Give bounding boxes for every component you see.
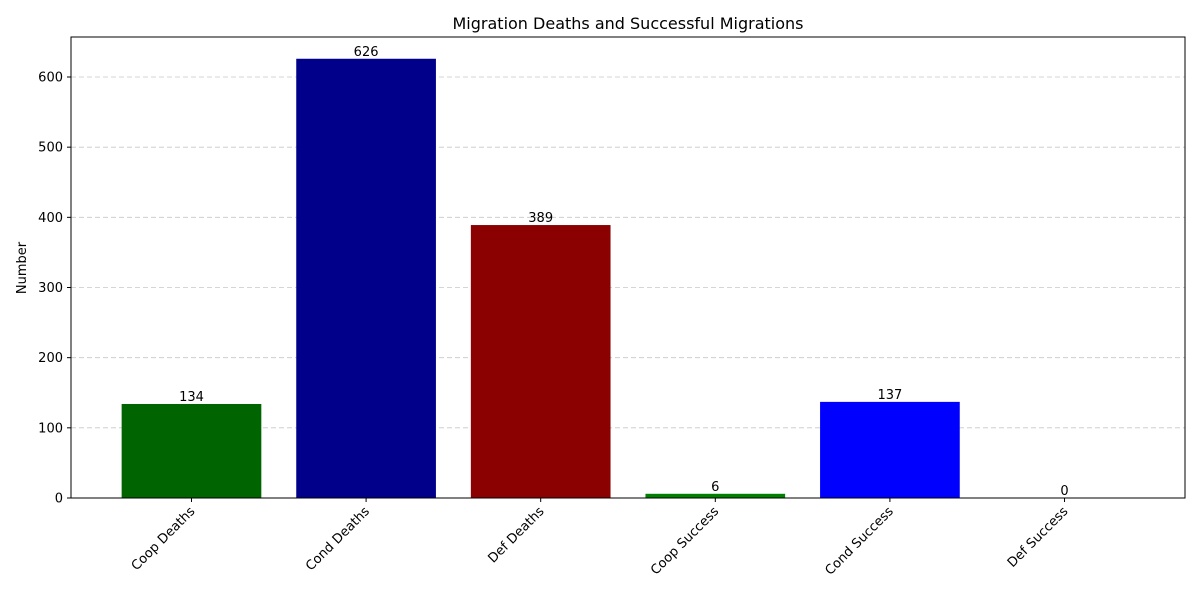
y-axis-label: Number [15, 241, 30, 294]
bar-value-label: 6 [711, 480, 719, 495]
y-tick-label: 300 [38, 281, 63, 296]
bar-value-label: 0 [1060, 484, 1068, 499]
data-labels: 134 626 389 6 137 0 [179, 45, 1069, 499]
x-tick-label: Def Deaths [485, 504, 547, 566]
bar-value-label: 134 [179, 390, 204, 405]
x-tick-label: Coop Deaths [129, 504, 199, 574]
bar-value-label: 389 [528, 211, 553, 226]
y-tick-label: 600 [38, 70, 63, 85]
bar [296, 58, 436, 499]
x-tick-label: Def Success [1005, 504, 1072, 571]
bars [121, 58, 960, 499]
bar-value-label: 137 [877, 388, 902, 403]
y-tick-label: 200 [38, 351, 63, 366]
bar [470, 225, 611, 498]
y-tick-label: 400 [38, 211, 63, 226]
x-tick-label: Coop Success [648, 504, 722, 578]
chart-title: Migration Deaths and Successful Migratio… [453, 14, 804, 33]
bar [645, 493, 786, 498]
y-axis-ticks: 0 100 200 300 400 500 600 [38, 70, 71, 507]
bar-value-label: 626 [354, 45, 379, 60]
plot-frame [70, 36, 1186, 499]
bar [820, 401, 960, 498]
x-tick-label: Cond Success [823, 504, 897, 578]
y-tick-label: 0 [55, 492, 63, 507]
y-tick-label: 500 [38, 141, 63, 156]
gridlines [71, 76, 1185, 429]
x-axis-ticks: Coop Deaths Cond Deaths Def Deaths Coop Suc… [129, 498, 1072, 578]
x-tick-label: Cond Deaths [303, 504, 373, 574]
y-tick-label: 100 [38, 421, 63, 436]
bar [121, 403, 262, 498]
